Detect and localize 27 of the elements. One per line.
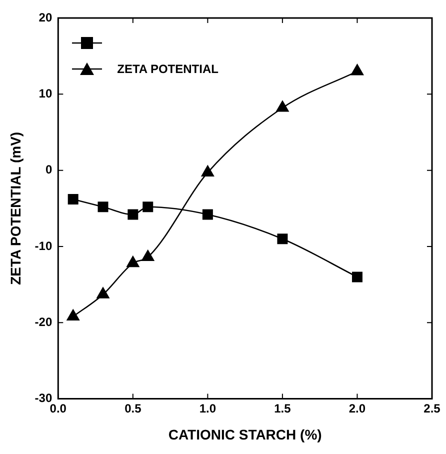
y-axis-title: ZETA POTENTIAL (mV) <box>7 132 24 285</box>
x-tick-label: 1.0 <box>199 401 216 416</box>
point <box>276 100 289 112</box>
y-tick-label: 20 <box>38 10 52 24</box>
y-tick-label: -20 <box>34 314 52 329</box>
point <box>128 209 138 220</box>
point <box>68 194 78 205</box>
x-tick-label: 0.0 <box>50 401 67 416</box>
x-tick-label: 1.5 <box>274 401 292 416</box>
point <box>201 165 214 177</box>
point <box>142 202 154 212</box>
point <box>126 256 140 268</box>
point <box>277 234 288 244</box>
y-tick-label: -10 <box>34 238 52 253</box>
y-tick-label: 10 <box>38 86 52 100</box>
x-tick-label: 0.5 <box>124 401 142 416</box>
x-tick-label: 2.5 <box>424 401 441 416</box>
point <box>142 250 154 262</box>
legend-label: ZETA POTENTIAL <box>117 62 218 76</box>
y-tick-label: -30 <box>34 391 52 406</box>
x-axis-title: CATIONIC STARCH (%) <box>168 426 322 442</box>
point <box>202 209 213 220</box>
y-tick-label: 0 <box>45 162 52 177</box>
point <box>350 64 364 76</box>
point <box>352 272 362 282</box>
x-tick-label: 2.0 <box>348 401 366 416</box>
point <box>98 202 108 212</box>
